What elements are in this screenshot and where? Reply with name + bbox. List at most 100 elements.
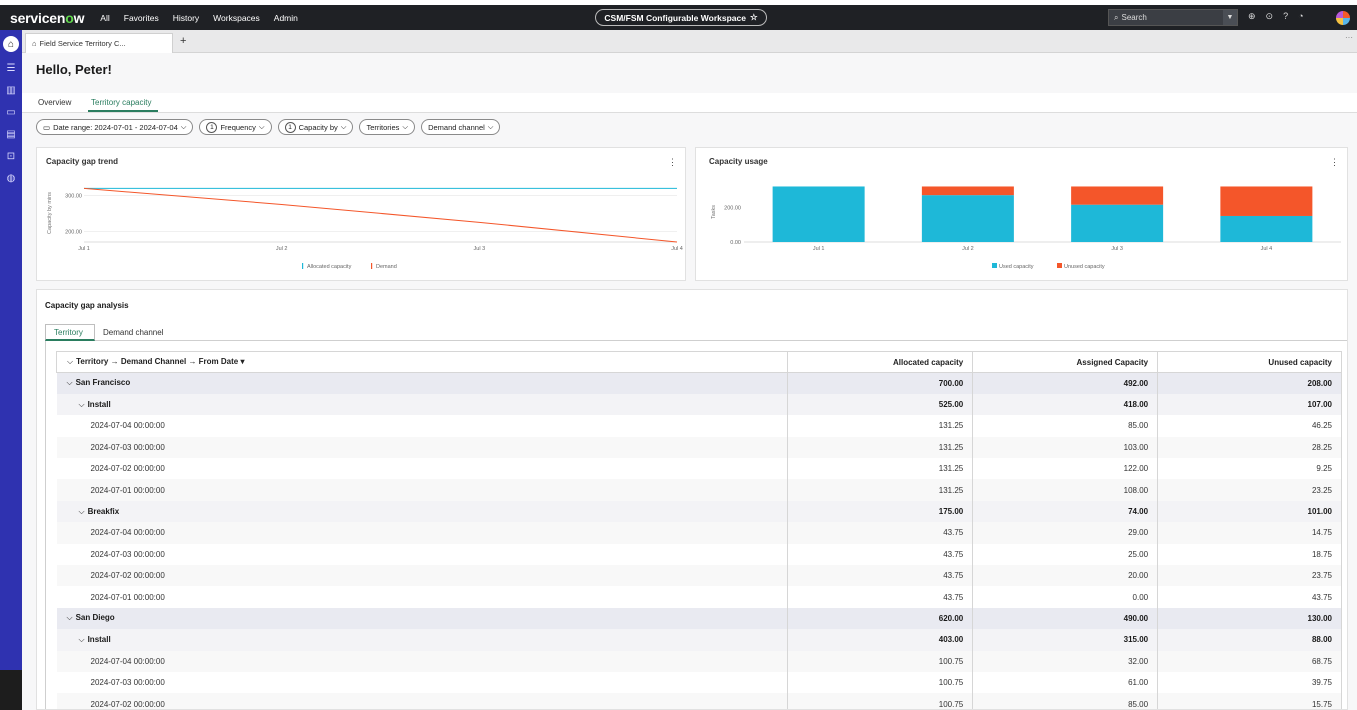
- unused-capacity-bar[interactable]: [921, 186, 1014, 196]
- territory-group-row[interactable]: ⌵ San Diego 620.00 490.00 130.00: [56, 607, 1342, 630]
- row-label-cell: ⌵ San Francisco: [56, 372, 789, 394]
- layout-icon[interactable]: ▥: [6, 85, 16, 96]
- territories-label: Territories: [366, 122, 400, 132]
- add-tab-icon[interactable]: +: [180, 35, 187, 47]
- chat-icon[interactable]: ⊙: [1265, 11, 1274, 21]
- unused-capacity-cell: 130.00: [1157, 607, 1342, 630]
- row-label: 2024-07-04 00:00:00: [90, 656, 165, 666]
- row-label-cell: 2024-07-02 00:00:00: [56, 458, 789, 480]
- tab-field-service-territory[interactable]: ⌂ Field Service Territory C...: [25, 33, 173, 53]
- dashboard-icon[interactable]: ◍: [6, 173, 16, 184]
- more-tabs-icon[interactable]: ···: [1345, 33, 1353, 42]
- tab-territory[interactable]: Territory: [54, 328, 83, 337]
- chevron-down-icon[interactable]: ⌵: [66, 378, 73, 388]
- unused-capacity-bar[interactable]: [1220, 186, 1313, 216]
- search-input[interactable]: Search: [1121, 13, 1147, 22]
- servicenow-logo[interactable]: servicenow: [10, 9, 85, 26]
- list-icon[interactable]: ☰: [6, 63, 16, 74]
- used-capacity-bar[interactable]: [1071, 204, 1164, 242]
- nav-link-all[interactable]: All: [100, 12, 110, 23]
- allocated-capacity-cell: 175.00: [787, 500, 974, 523]
- allocated-capacity-header[interactable]: Allocated capacity: [787, 351, 974, 373]
- table-row: 2024-07-02 00:00:00 100.75 85.00 15.75: [56, 693, 1342, 709]
- legend-label-allocated: Allocated capacity: [307, 264, 352, 270]
- group-header[interactable]: ⌵ Territory → Demand Channel → From Date …: [55, 351, 789, 373]
- assigned-capacity-cell: 315.00: [972, 629, 1159, 651]
- used-capacity-bar[interactable]: [921, 195, 1014, 242]
- sort-caret-icon[interactable]: ▾: [240, 357, 245, 366]
- x-tick-label: Jul 4: [1261, 246, 1273, 252]
- chevron-down-icon[interactable]: ⌵: [78, 634, 85, 644]
- nav-link-workspaces[interactable]: Workspaces: [213, 12, 260, 23]
- capacity-gap-trend-title: Capacity gap trend: [46, 157, 119, 166]
- channel-group-row[interactable]: ⌵ Install 403.00 315.00 88.00: [56, 629, 1342, 651]
- used-capacity-bar[interactable]: [772, 186, 865, 242]
- workspace-title-pill[interactable]: CSM/FSM Configurable Workspace ☆: [595, 9, 767, 26]
- home-tab-icon: ⌂: [32, 39, 37, 48]
- home-icon[interactable]: ⌂: [3, 36, 19, 52]
- table-row: 2024-07-01 00:00:00 43.75 0.00 43.75: [56, 586, 1342, 608]
- chevron-down-icon: ⌵: [487, 122, 494, 131]
- assigned-capacity-header[interactable]: Assigned Capacity: [972, 351, 1159, 373]
- row-label-cell: 2024-07-04 00:00:00: [56, 650, 789, 672]
- date-range-label: Date range: 2024-07-01 - 2024-07-04: [53, 122, 178, 132]
- allocated-capacity-cell: 525.00: [787, 393, 974, 416]
- nav-link-history[interactable]: History: [172, 12, 200, 23]
- capacity-usage-title: Capacity usage: [709, 157, 768, 166]
- frequency-filter[interactable]: 1 Frequency ⌵: [199, 119, 272, 135]
- allocated-capacity-cell: 100.75: [787, 650, 974, 672]
- used-capacity-bar[interactable]: [1220, 215, 1313, 242]
- nav-link-favorites[interactable]: Favorites: [123, 12, 159, 23]
- more-options-icon[interactable]: ⋮: [1330, 157, 1339, 167]
- demand-channel-filter[interactable]: Demand channel ⌵: [421, 119, 501, 135]
- chevron-down-icon[interactable]: ⌵: [66, 613, 73, 623]
- unused-capacity-cell: 23.75: [1157, 565, 1342, 587]
- legend-swatch-demand: [371, 263, 373, 269]
- chevron-down-icon[interactable]: ⌵: [78, 399, 85, 409]
- row-label-cell: 2024-07-02 00:00:00: [56, 693, 789, 709]
- tab-demand-channel[interactable]: Demand channel: [103, 328, 164, 337]
- inbox-icon[interactable]: ▭: [6, 107, 16, 118]
- channel-group-row[interactable]: ⌵ Install 525.00 418.00 107.00: [56, 393, 1342, 416]
- unused-capacity-header[interactable]: Unused capacity: [1157, 351, 1342, 373]
- arrow-right-icon: →: [110, 357, 121, 366]
- unused-capacity-cell: 28.25: [1157, 436, 1342, 459]
- unused-capacity-cell: 46.25: [1157, 415, 1342, 437]
- date-range-filter[interactable]: ▭ Date range: 2024-07-01 - 2024-07-04 ⌵: [36, 119, 194, 135]
- user-avatar[interactable]: [1336, 11, 1350, 25]
- nav-icon-group: ⊕ ⊙ ? ◔: [1248, 11, 1304, 22]
- x-tick-label: Jul 4: [671, 246, 683, 252]
- search-icon: ⌕: [1114, 12, 1119, 22]
- allocated-capacity-cell: 620.00: [787, 607, 974, 630]
- assigned-capacity-cell: 25.00: [972, 543, 1159, 566]
- frequency-count-badge: 1: [206, 121, 218, 133]
- chevron-down-icon[interactable]: ⌵: [78, 506, 85, 516]
- territory-group-row[interactable]: ⌵ San Francisco 700.00 492.00 208.00: [56, 372, 1342, 394]
- nav-link-admin[interactable]: Admin: [273, 12, 298, 23]
- table-header-row: ⌵ Territory → Demand Channel → From Date …: [55, 351, 1342, 373]
- trend-y-axis-label: Capacity by mins: [47, 192, 53, 234]
- globe-icon[interactable]: ⊕: [1248, 11, 1256, 21]
- more-options-icon[interactable]: ⋮: [668, 157, 677, 167]
- allocated-capacity-cell: 131.25: [787, 436, 974, 459]
- assigned-capacity-cell: 61.00: [972, 671, 1159, 694]
- channel-group-row[interactable]: ⌵ Breakfix 175.00 74.00 101.00: [56, 500, 1342, 523]
- row-label: 2024-07-01 00:00:00: [90, 592, 165, 602]
- help-icon[interactable]: ?: [1283, 11, 1289, 21]
- row-label: 2024-07-02 00:00:00: [90, 699, 165, 709]
- table-row: 2024-07-03 00:00:00 43.75 25.00 18.75: [56, 543, 1342, 566]
- legend-label-demand: Demand: [376, 264, 397, 270]
- unused-capacity-bar[interactable]: [1071, 186, 1164, 205]
- territories-filter[interactable]: Territories ⌵: [359, 119, 416, 135]
- global-search[interactable]: ⌕ Search ▼: [1108, 9, 1238, 26]
- star-icon[interactable]: ☆: [749, 12, 758, 22]
- capacity-by-filter[interactable]: 1 Capacity by ⌵: [277, 119, 354, 135]
- tab-territory-capacity[interactable]: Territory capacity: [91, 98, 152, 107]
- schedule-icon[interactable]: ▤: [6, 129, 16, 140]
- bell-icon[interactable]: ◔: [1298, 11, 1304, 21]
- table-row: 2024-07-04 00:00:00 131.25 85.00 46.25: [56, 415, 1342, 437]
- allocated-capacity-cell: 43.75: [787, 543, 974, 566]
- map-icon[interactable]: ⊡: [6, 151, 16, 162]
- tab-overview[interactable]: Overview: [38, 98, 72, 107]
- search-scope-dropdown-icon[interactable]: ▼: [1223, 10, 1237, 25]
